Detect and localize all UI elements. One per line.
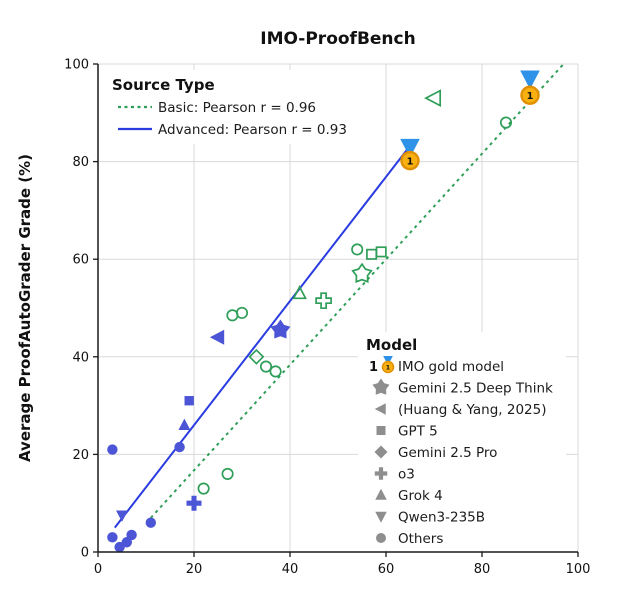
circle-marker bbox=[126, 529, 137, 541]
circle-marker bbox=[259, 360, 273, 373]
circle-marker bbox=[499, 116, 513, 129]
circle-marker bbox=[121, 537, 132, 548]
legend-model-label: IMO gold model bbox=[398, 359, 504, 375]
triangle-down-marker bbox=[400, 138, 420, 158]
star-marker bbox=[351, 262, 373, 283]
gold-medal-icon: 1 bbox=[400, 150, 420, 171]
circle-marker bbox=[107, 532, 118, 543]
medal-number: 1 bbox=[386, 364, 390, 371]
medal-number: 1 bbox=[407, 156, 414, 167]
y-tick-label: 20 bbox=[72, 448, 89, 463]
triangle-up-marker bbox=[178, 418, 191, 431]
y-tick-label: 100 bbox=[64, 58, 89, 73]
legend-source-type: Source Type Basic: Pearson r = 0.96 Advanc… bbox=[104, 70, 347, 144]
circle-marker bbox=[107, 444, 118, 455]
legend-model-label: o3 bbox=[398, 467, 415, 483]
x-tick-label: 20 bbox=[186, 562, 203, 577]
y-tick-label: 60 bbox=[72, 253, 89, 268]
axes: 0 20 40 60 80 100 0 20 40 60 80 100 bbox=[64, 58, 590, 578]
gold-medal-icon: 1 bbox=[381, 360, 395, 374]
legend-model-label: Gemini 2.5 Pro bbox=[398, 445, 497, 461]
circle-marker bbox=[221, 467, 234, 480]
y-tick-label: 0 bbox=[81, 546, 89, 561]
circle-marker bbox=[197, 482, 210, 495]
data-points: 11 bbox=[107, 70, 540, 553]
legend-medal-prefix: 1 bbox=[369, 360, 378, 375]
trend-line-advanced bbox=[114, 139, 416, 529]
legend-model-label: GPT 5 bbox=[398, 424, 438, 440]
legend-model-label: Qwen3-235B bbox=[398, 510, 485, 526]
circle-marker bbox=[376, 533, 386, 543]
x-tick-label: 80 bbox=[474, 562, 491, 577]
trend-lines bbox=[114, 63, 565, 529]
legend-source-label: Basic: Pearson r = 0.96 bbox=[158, 100, 316, 116]
y-axis-label: Average ProofAutoGrader Grade (%) bbox=[16, 154, 34, 462]
triangle-left-marker bbox=[374, 403, 386, 415]
y-tick-label: 80 bbox=[72, 155, 89, 170]
medal-circle bbox=[381, 360, 395, 374]
circle-marker bbox=[269, 365, 282, 378]
triangle-down-marker bbox=[383, 356, 393, 366]
legend-source-bg bbox=[104, 70, 342, 144]
legend-model-label: Grok 4 bbox=[398, 488, 443, 504]
square-marker bbox=[376, 426, 386, 435]
gold-medal-icon: 1 bbox=[520, 85, 540, 105]
legend-model-label: Gemini 2.5 Deep Think bbox=[398, 381, 553, 397]
circle-marker bbox=[235, 306, 249, 319]
legend-source-title: Source Type bbox=[112, 76, 215, 94]
circle-marker bbox=[174, 441, 185, 453]
square-marker bbox=[184, 396, 194, 406]
triangle-down-marker bbox=[116, 510, 128, 522]
legend-model-title: Model bbox=[366, 336, 417, 354]
square-marker bbox=[375, 246, 387, 258]
trend-line-basic bbox=[150, 63, 565, 519]
triangle-down-marker bbox=[375, 511, 387, 523]
x-tick-label: 60 bbox=[378, 562, 395, 577]
circle-marker bbox=[145, 517, 156, 528]
diamond-marker bbox=[374, 445, 388, 459]
triangle-up-marker bbox=[375, 488, 387, 500]
x-tick-label: 40 bbox=[282, 562, 299, 577]
triangle-left-marker bbox=[424, 89, 442, 108]
legend-model-label: Others bbox=[398, 531, 443, 547]
legend-source-label: Advanced: Pearson r = 0.93 bbox=[158, 122, 347, 138]
medal-circle bbox=[520, 85, 540, 105]
star-marker bbox=[372, 378, 390, 395]
chart-title: IMO-ProofBench bbox=[260, 29, 415, 49]
square-marker bbox=[366, 248, 378, 260]
plus-marker bbox=[315, 292, 332, 310]
x-tick-label: 0 bbox=[94, 562, 102, 577]
diamond-marker bbox=[248, 348, 265, 365]
plus-marker bbox=[374, 467, 388, 480]
circle-marker bbox=[351, 243, 364, 256]
star-marker bbox=[270, 319, 291, 339]
gridlines bbox=[97, 63, 579, 553]
triangle-up-marker bbox=[292, 285, 307, 300]
circle-marker bbox=[226, 309, 239, 322]
y-tick-label: 40 bbox=[72, 350, 89, 365]
medal-number: 1 bbox=[527, 91, 534, 102]
plus-marker bbox=[186, 495, 202, 511]
x-tick-label: 100 bbox=[566, 562, 591, 577]
legend-model-label: (Huang & Yang, 2025) bbox=[398, 402, 546, 418]
medal-circle bbox=[400, 150, 420, 171]
triangle-down-marker bbox=[520, 70, 540, 90]
legend-model: Model 1 1 IMO gold model Gemini 2.5 Deep Thi… bbox=[358, 332, 566, 550]
triangle-left-marker bbox=[209, 329, 225, 345]
